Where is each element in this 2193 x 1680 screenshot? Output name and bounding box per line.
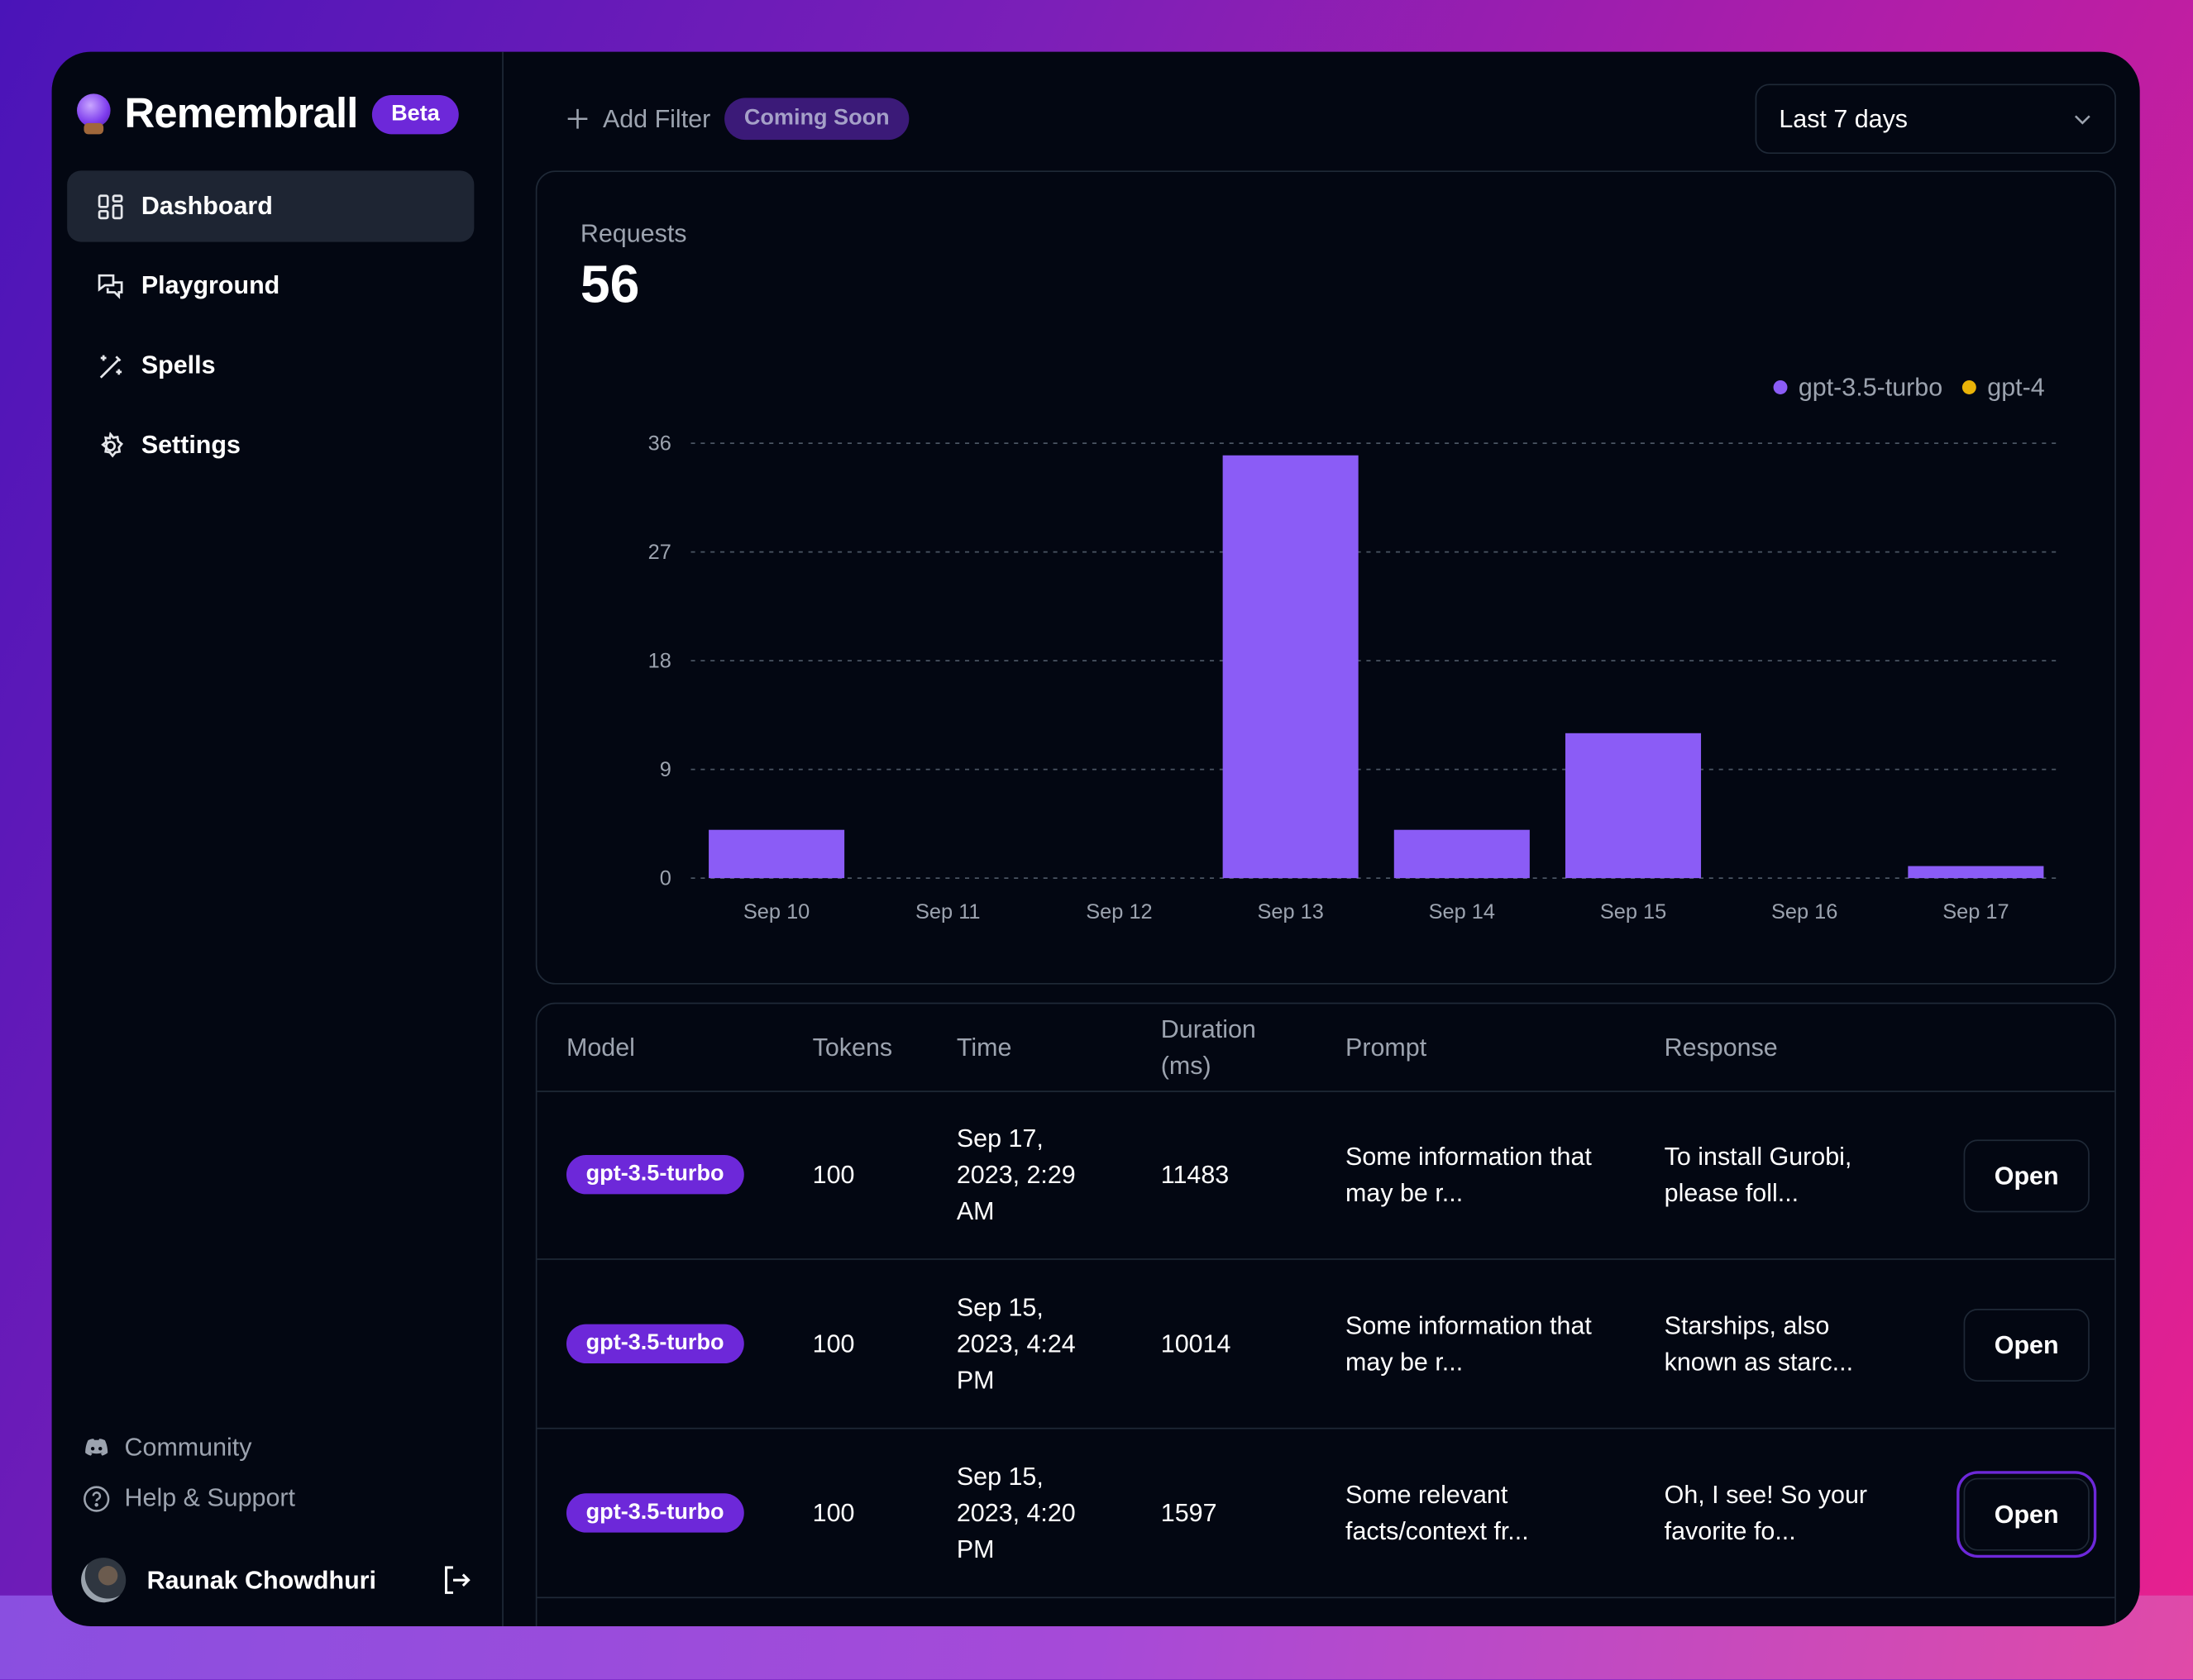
crystal-ball-icon — [77, 93, 111, 136]
sidebar-item-dashboard[interactable]: Dashboard — [67, 170, 475, 242]
x-tick-label: Sep 12 — [1086, 900, 1152, 924]
x-tick-label: Sep 11 — [915, 900, 981, 924]
divider — [537, 1596, 2115, 1599]
requests-label: Requests — [580, 219, 687, 248]
open-button[interactable]: Open — [1963, 1139, 2090, 1213]
user-name: Raunak Chowdhuri — [146, 1565, 376, 1594]
coming-soon-badge: Coming Soon — [724, 98, 910, 141]
column-header-prompt: Prompt — [1345, 1033, 1427, 1062]
column-header-tokens: Tokens — [812, 1033, 893, 1062]
magic-wand-icon — [99, 354, 122, 378]
table-row: gpt-3.5-turbo 100 Sep 17, 2023, 2:29 AM 114… — [537, 1091, 2115, 1260]
gear-icon — [101, 431, 124, 457]
chart-legend: gpt-3.5-turbo gpt-4 — [1773, 374, 2045, 403]
tokens-cell: 100 — [812, 1160, 855, 1189]
tokens-cell: 100 — [812, 1329, 855, 1358]
model-badge: gpt-3.5-turbo — [566, 1493, 744, 1533]
beta-badge: Beta — [371, 95, 460, 135]
chevron-down-icon — [2074, 115, 2090, 125]
bar-gpt-3.5-turbo — [1565, 733, 1702, 879]
requests-chart-card: Requests 56 gpt-3.5-turbo gpt-4 0 9 18 27 36… — [535, 170, 2116, 985]
duration-cell: 10014 — [1160, 1329, 1231, 1358]
sidebar-item-label: Spells — [141, 351, 216, 379]
prompt-cell: Some information that may be r... — [1345, 1142, 1592, 1207]
dashboard-icon — [98, 193, 123, 219]
app-window: Remembrall Beta Dashboard Playground Spe… — [51, 51, 2140, 1626]
y-tick-label: 9 — [660, 758, 671, 781]
bar-gpt-3.5-turbo — [709, 829, 845, 879]
duration-cell: 11483 — [1160, 1160, 1230, 1189]
bar-gpt-3.5-turbo — [1222, 455, 1359, 879]
community-label: Community — [124, 1433, 252, 1462]
model-badge: gpt-3.5-turbo — [566, 1324, 744, 1364]
legend-item-gpt-4[interactable]: gpt-4 — [1961, 374, 2045, 403]
table-row: gpt-3.5-turbo 100 Sep 15, 2023, 4:24 PM 100… — [537, 1260, 2115, 1429]
model-badge: gpt-3.5-turbo — [566, 1155, 744, 1195]
help-support-label: Help & Support — [124, 1483, 295, 1512]
divider — [537, 1258, 2115, 1260]
plus-icon — [567, 108, 588, 129]
logout-icon[interactable] — [439, 1563, 473, 1597]
tokens-cell: 100 — [812, 1499, 855, 1527]
x-tick-label: Sep 16 — [1771, 900, 1837, 924]
column-header-time: Time — [956, 1033, 1012, 1062]
requests-table: Model Tokens Time Duration (ms) Prompt R… — [535, 1002, 2116, 1626]
chat-bubbles-icon — [98, 273, 123, 298]
prompt-cell: Some relevant facts/context fr... — [1345, 1481, 1529, 1545]
table-row: gpt-3.5-turbo 100 Sep 15, 2023, 4:20 PM 159… — [537, 1429, 2115, 1599]
column-header-response: Response — [1664, 1033, 1778, 1062]
logo[interactable]: Remembrall Beta — [77, 90, 460, 139]
column-header-model: Model — [566, 1033, 635, 1062]
y-tick-label: 0 — [660, 867, 671, 890]
avatar[interactable] — [81, 1558, 127, 1603]
sidebar-item-label: Settings — [141, 430, 241, 459]
response-cell: Oh, I see! So your favorite fo... — [1664, 1481, 1868, 1545]
add-filter-label: Add Filter — [602, 104, 711, 132]
time-cell: Sep 17, 2023, 2:29 AM — [956, 1124, 1076, 1225]
bar-gpt-3.5-turbo — [1393, 829, 1530, 879]
help-circle-icon — [84, 1485, 110, 1511]
y-tick-label: 18 — [648, 650, 671, 673]
sidebar-item-label: Playground — [141, 271, 280, 299]
requests-count: 56 — [580, 255, 640, 315]
user-profile: Raunak Chowdhuri — [81, 1558, 473, 1603]
x-tick-label: Sep 10 — [743, 900, 810, 924]
x-tick-label: Sep 13 — [1257, 900, 1323, 924]
sidebar-item-label: Dashboard — [141, 191, 273, 220]
help-support-link[interactable]: Help & Support — [83, 1483, 295, 1513]
bar-gpt-3.5-turbo — [1908, 866, 2044, 879]
sidebar-item-settings[interactable]: Settings — [67, 410, 474, 481]
time-cell: Sep 15, 2023, 4:20 PM — [956, 1463, 1076, 1563]
y-tick-label: 27 — [648, 541, 671, 564]
community-link[interactable]: Community — [83, 1433, 252, 1463]
date-range-value: Last 7 days — [1779, 104, 1909, 132]
y-tick-label: 36 — [648, 432, 671, 456]
x-tick-label: Sep 14 — [1429, 900, 1495, 924]
toolbar: Add Filter Coming Soon — [566, 98, 910, 141]
duration-cell: 1597 — [1160, 1499, 1217, 1527]
add-filter-button[interactable]: Add Filter — [566, 104, 710, 134]
open-button[interactable]: Open — [1963, 1309, 2090, 1382]
x-tick-label: Sep 17 — [1942, 900, 2009, 924]
requests-bar-chart: 0 9 18 27 36 Sep 10 Sep 11 Sep 12 Sep 13 Sep 14 Se… — [648, 432, 2062, 924]
x-tick-label: Sep 15 — [1600, 900, 1666, 924]
date-range-select[interactable]: Last 7 days — [1755, 84, 2116, 155]
legend-item-gpt-3.5-turbo[interactable]: gpt-3.5-turbo — [1773, 374, 1942, 403]
open-button[interactable]: Open — [1963, 1477, 2090, 1551]
column-header-duration: Duration (ms) — [1160, 1014, 1256, 1080]
sidebar: Remembrall Beta Dashboard Playground Spe… — [52, 51, 504, 1626]
response-cell: To install Gurobi, please foll... — [1664, 1142, 1852, 1207]
response-cell: Starships, also known as starc... — [1664, 1311, 1854, 1377]
divider — [537, 1091, 2115, 1092]
sidebar-item-spells[interactable]: Spells — [67, 330, 474, 401]
divider — [537, 1427, 2115, 1429]
sidebar-item-playground[interactable]: Playground — [67, 251, 474, 322]
prompt-cell: Some information that may be r... — [1345, 1311, 1592, 1377]
app-name: Remembrall — [124, 90, 359, 137]
time-cell: Sep 15, 2023, 4:24 PM — [956, 1293, 1076, 1395]
discord-icon — [85, 1438, 108, 1455]
